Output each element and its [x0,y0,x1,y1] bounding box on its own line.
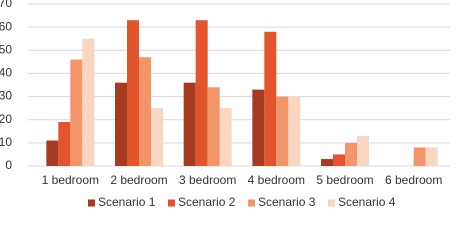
y-tick-label: 20 [0,112,12,126]
bar [345,142,357,166]
x-tick-label: 2 bedroom [110,173,167,187]
bar [219,108,232,166]
bar [70,59,83,166]
x-tick-label: 4 bedroom [248,173,305,187]
bar [82,38,95,166]
y-tick-label: 60 [0,19,12,33]
bar [357,135,369,166]
bar [139,57,151,166]
bar [115,82,127,166]
bar [425,147,438,166]
bar [127,20,139,167]
bar [195,20,208,167]
bar [207,87,220,166]
legend-marker [328,199,335,207]
legend-marker [248,199,255,207]
bar [413,147,426,166]
legend-marker [88,199,95,207]
y-tick-label: 70 [0,0,12,10]
y-tick-label: 40 [0,66,12,80]
bar [252,89,265,166]
bar [333,154,345,166]
legend-label: Scenario 4 [338,195,396,209]
x-tick-label: 3 bedroom [179,173,236,187]
x-tick-label: 6 bedroom [385,173,442,187]
legend-label: Scenario 1 [98,195,156,209]
y-tick-label: 50 [0,42,12,56]
bar [321,159,333,166]
bar [264,31,277,167]
x-tick-label: 1 bedroom [42,173,99,187]
x-tick-label: 5 bedroom [316,173,373,187]
bar [46,140,59,166]
y-tick-label: 0 [5,158,12,172]
legend-label: Scenario 3 [258,195,316,209]
legend-marker [168,199,175,207]
bar [151,108,163,166]
bar [288,96,301,166]
legend-label: Scenario 2 [178,195,236,209]
bar [58,122,71,166]
bar [276,96,289,166]
chart: 0 10 20 30 40 50 60 70 1 bedroom 2 bedroom 3 bedro… [0,0,450,209]
y-tick-label: 10 [0,135,12,149]
bar [183,82,196,166]
y-tick-label: 30 [0,89,12,103]
